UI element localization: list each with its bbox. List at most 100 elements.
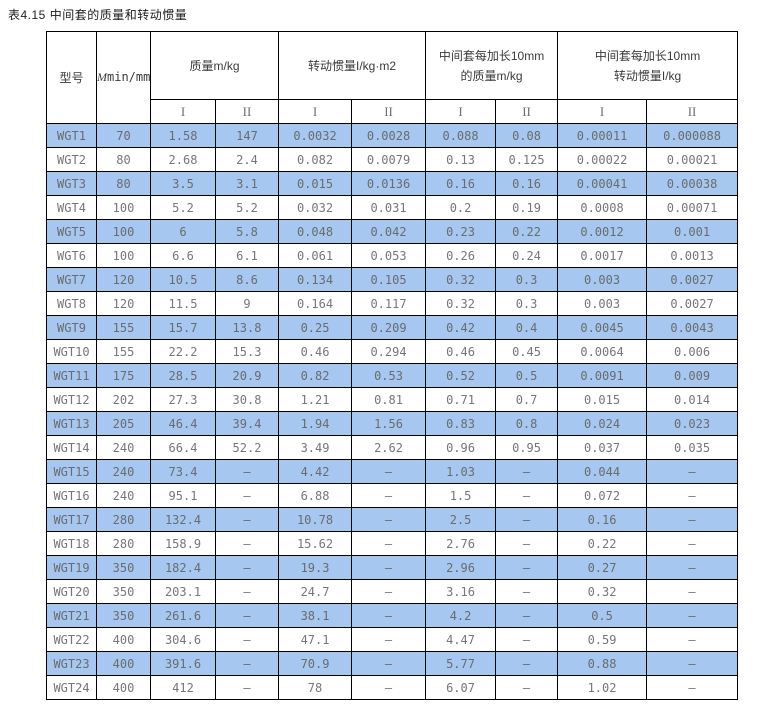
value-cell: 15.62 <box>278 531 353 556</box>
value-cell: 28.5 <box>150 363 216 388</box>
value-cell: 80 <box>96 147 151 172</box>
model-cell: WGT17 <box>46 507 97 532</box>
value-cell: 304.6 <box>150 627 216 652</box>
table-row: WGT4 100 5.2 5.2 0.032 0.031 0.2 0.19 0.0008 0.00… <box>46 195 739 220</box>
value-cell: 261.6 <box>150 603 216 628</box>
value-cell: 1.02 <box>557 675 648 700</box>
table-caption: 表4.15 中间套的质量和转动惯量 <box>8 8 188 22</box>
value-cell: 0.32 <box>557 579 648 604</box>
value-cell: 120 <box>96 291 151 316</box>
value-cell: 70 <box>96 123 151 148</box>
value-cell: – <box>646 627 739 652</box>
header-line: 中间套每加长10mm <box>594 48 701 63</box>
header-line: 质量m/kg <box>189 58 240 73</box>
value-cell: – <box>351 579 427 604</box>
col-subheader-II: II <box>495 99 559 124</box>
mmin-unit: min/mm <box>107 70 151 84</box>
value-cell: 0.2 <box>425 195 497 220</box>
model-cell: WGT7 <box>46 267 97 292</box>
header-row-groups: 型号 Mmin/mm 质量m/kg 转动惯量I/kg·m2 中间套每加长10mm… <box>46 31 739 124</box>
value-cell: 0.81 <box>351 387 427 412</box>
value-cell: – <box>351 555 427 580</box>
model-cell: WGT20 <box>46 579 97 604</box>
data-table: 型号 Mmin/mm 质量m/kg 转动惯量I/kg·m2 中间套每加长10mm… <box>46 31 739 700</box>
value-cell: – <box>495 651 559 676</box>
value-cell: 0.00041 <box>557 171 648 196</box>
value-cell: 0.5 <box>495 363 559 388</box>
value-cell: – <box>495 675 559 700</box>
value-cell: 0.061 <box>278 243 353 268</box>
model-cell: WGT14 <box>46 435 97 460</box>
value-cell: 0.0045 <box>557 315 648 340</box>
value-cell: 0.0136 <box>351 171 427 196</box>
value-cell: 0.0013 <box>646 243 739 268</box>
value-cell: – <box>214 459 280 484</box>
value-cell: 100 <box>96 219 151 244</box>
value-cell: – <box>646 675 739 700</box>
value-cell: 0.0017 <box>557 243 648 268</box>
table-row: WGT1 70 1.58 147 0.0032 0.0028 0.088 0.08 0.0001… <box>46 123 739 148</box>
value-cell: 39.4 <box>214 411 280 436</box>
value-cell: 0.105 <box>351 267 427 292</box>
value-cell: – <box>495 579 559 604</box>
value-cell: 52.2 <box>214 435 280 460</box>
table-row: WGT15 240 73.4–4.42–1.03–0.044– <box>46 459 739 484</box>
value-cell: 280 <box>96 507 151 532</box>
value-cell: 0.32 <box>425 291 497 316</box>
value-cell: 240 <box>96 435 151 460</box>
table-row: WGT23 400 391.6–70.9–5.77–0.88– <box>46 651 739 676</box>
col-header-extension-mass: 中间套每加长10mm 的质量m/kg <box>425 31 559 100</box>
value-cell: 1.58 <box>150 123 216 148</box>
value-cell: 3.49 <box>278 435 353 460</box>
value-cell: 47.1 <box>278 627 353 652</box>
table-row: WGT21 350 261.6–38.1–4.2–0.5– <box>46 603 739 628</box>
model-cell: WGT18 <box>46 531 97 556</box>
value-cell: 6 <box>150 219 216 244</box>
value-cell: 0.003 <box>557 291 648 316</box>
value-cell: 0.014 <box>646 387 739 412</box>
value-cell: – <box>495 627 559 652</box>
value-cell: 0.072 <box>557 483 648 508</box>
value-cell: 0.294 <box>351 339 427 364</box>
model-cell: WGT6 <box>46 243 97 268</box>
value-cell: 0.00021 <box>646 147 739 172</box>
value-cell: – <box>495 555 559 580</box>
value-cell: 240 <box>96 459 151 484</box>
table-row: WGT24 400 412–78–6.07–1.02– <box>46 675 739 700</box>
value-cell: 0.00022 <box>557 147 648 172</box>
table-row: WGT18 280 158.9–15.62–2.76–0.22– <box>46 531 739 556</box>
value-cell: 0.00038 <box>646 171 739 196</box>
value-cell: 132.4 <box>150 507 216 532</box>
value-cell: 6.88 <box>278 483 353 508</box>
value-cell: 1.56 <box>351 411 427 436</box>
value-cell: 10.5 <box>150 267 216 292</box>
value-cell: 0.0012 <box>557 219 648 244</box>
value-cell: – <box>495 483 559 508</box>
value-cell: – <box>351 651 427 676</box>
col-header-mmin: Mmin/mm <box>96 31 151 124</box>
value-cell: – <box>646 507 739 532</box>
value-cell: 0.003 <box>557 267 648 292</box>
value-cell: – <box>214 651 280 676</box>
value-cell: 0.22 <box>495 219 559 244</box>
value-cell: 66.4 <box>150 435 216 460</box>
value-cell: – <box>495 603 559 628</box>
value-cell: 0.00011 <box>557 123 648 148</box>
model-cell: WGT1 <box>46 123 97 148</box>
value-cell: 0.16 <box>425 171 497 196</box>
value-cell: 0.53 <box>351 363 427 388</box>
col-subheader-II: II <box>214 99 280 124</box>
value-cell: 0.031 <box>351 195 427 220</box>
value-cell: 0.59 <box>557 627 648 652</box>
value-cell: 3.5 <box>150 171 216 196</box>
value-cell: 0.023 <box>646 411 739 436</box>
value-cell: 0.16 <box>557 507 648 532</box>
table-row: WGT19 350 182.4–19.3–2.96–0.27– <box>46 555 739 580</box>
value-cell: 0.71 <box>425 387 497 412</box>
value-cell: 0.0028 <box>351 123 427 148</box>
value-cell: 4.47 <box>425 627 497 652</box>
model-cell: WGT4 <box>46 195 97 220</box>
value-cell: – <box>214 483 280 508</box>
value-cell: – <box>351 603 427 628</box>
value-cell: – <box>495 507 559 532</box>
